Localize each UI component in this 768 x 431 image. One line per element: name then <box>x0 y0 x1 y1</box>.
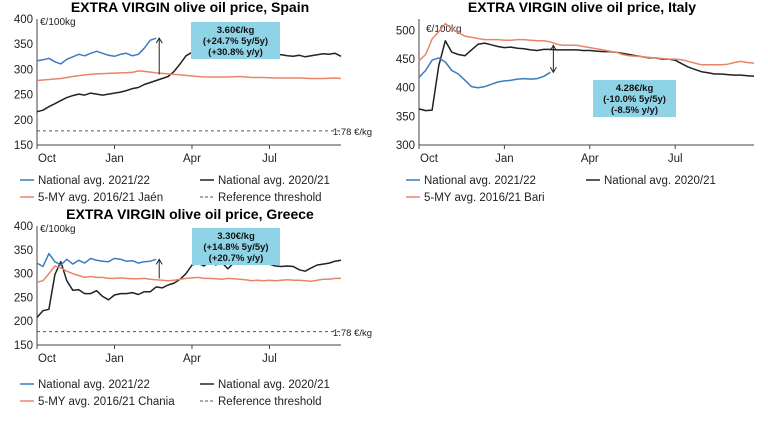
legend-entry: Reference threshold <box>200 396 322 408</box>
annotation-text: (+24.7% 5y/5y) <box>203 36 268 47</box>
y-tick-label: 200 <box>14 115 33 127</box>
chart-title: EXTRA VIRGIN olive oil price, Greece <box>66 206 314 222</box>
annotation-arrowhead <box>549 44 557 51</box>
unit-label: €/100kg <box>40 17 76 28</box>
series-line-1 <box>418 40 755 112</box>
x-tick-label: Jan <box>105 153 124 165</box>
legend-entry: 5-MY avg. 2016/21 Jaén <box>20 192 163 204</box>
legend-entry: National avg. 2020/21 <box>200 379 330 391</box>
y-tick-label: 250 <box>14 90 33 102</box>
x-tick-label: Oct <box>38 153 57 165</box>
annotation-text: (+30.8% y/y) <box>208 47 263 58</box>
legend-entry: National avg. 2020/21 <box>200 175 330 187</box>
x-tick-label: Apr <box>183 353 201 365</box>
legend-entry: Reference threshold <box>200 192 322 204</box>
series-line-2 <box>418 22 755 66</box>
legend-entry: National avg. 2021/22 <box>406 175 536 187</box>
annotation-box <box>593 80 676 117</box>
annotation-arrowhead <box>155 258 163 265</box>
y-tick-label: 350 <box>14 245 33 257</box>
legend-entry: 5-MY avg. 2016/21 Bari <box>406 192 545 204</box>
x-tick-label: Apr <box>183 153 201 165</box>
legend-label: National avg. 2020/21 <box>604 175 716 187</box>
y-tick-label: 400 <box>396 83 415 95</box>
annotation-arrowhead <box>155 37 163 44</box>
series-line-2 <box>36 70 342 82</box>
annotation-text: (-8.5% y/y) <box>611 105 658 116</box>
legend-label: National avg. 2021/22 <box>424 175 536 187</box>
legend-label: National avg. 2020/21 <box>218 379 330 391</box>
legend-label: National avg. 2020/21 <box>218 175 330 187</box>
annotation-text: (+20.7% y/y) <box>209 253 264 264</box>
y-tick-label: 350 <box>14 39 33 51</box>
legend-label: 5-MY avg. 2016/21 Bari <box>424 192 545 204</box>
y-tick-label: 300 <box>14 269 33 281</box>
series-line-2 <box>36 265 341 283</box>
unit-label: €/100kg <box>426 24 462 35</box>
legend-label: 5-MY avg. 2016/21 Jaén <box>38 192 163 204</box>
series-line-0 <box>36 37 157 65</box>
annotation-text: (-10.0% 5y/5y) <box>603 94 666 105</box>
series-line-1 <box>36 258 342 318</box>
legend-label: National avg. 2021/22 <box>38 379 150 391</box>
chart-title: EXTRA VIRGIN olive oil price, Italy <box>468 0 696 15</box>
legend-entry: National avg. 2021/22 <box>20 175 150 187</box>
annotation-box <box>192 228 280 265</box>
x-tick-label: Jul <box>668 153 683 165</box>
annotation-box <box>191 22 280 59</box>
chart-greece: EXTRA VIRGIN olive oil price, Greece €/10… <box>14 206 372 408</box>
y-tick-label: 250 <box>14 292 33 304</box>
y-tick-label: 300 <box>14 64 33 76</box>
y-tick-label: 150 <box>14 340 33 352</box>
y-tick-label: 450 <box>396 54 415 66</box>
chart-italy: EXTRA VIRGIN olive oil price, Italy €/100… <box>396 0 755 204</box>
annotation-text: 3.60€/kg <box>217 25 255 36</box>
y-tick-label: 400 <box>14 14 33 26</box>
annotation-text: 4.28€/kg <box>616 83 654 94</box>
legend-entry: National avg. 2021/22 <box>20 379 150 391</box>
legend-entry: National avg. 2020/21 <box>586 175 716 187</box>
reference-threshold-label: 1.78 €/kg <box>333 328 372 339</box>
x-tick-label: Jul <box>262 153 277 165</box>
y-tick-label: 200 <box>14 316 33 328</box>
y-tick-label: 500 <box>396 25 415 37</box>
series-line-1 <box>36 50 342 113</box>
legend-entry: 5-MY avg. 2016/21 Chania <box>20 396 175 408</box>
series-line-0 <box>36 252 157 268</box>
legend-label: Reference threshold <box>218 396 322 408</box>
reference-threshold-label: 1.78 €/kg <box>333 127 372 138</box>
chart-title: EXTRA VIRGIN olive oil price, Spain <box>71 0 309 15</box>
unit-label: €/100kg <box>40 224 76 235</box>
x-tick-label: Jan <box>495 153 514 165</box>
y-tick-label: 350 <box>396 111 415 123</box>
annotation-text: (+14.8% 5y/5y) <box>203 242 268 253</box>
annotation-arrowhead <box>549 67 557 74</box>
x-tick-label: Apr <box>581 153 599 165</box>
chart-spain: EXTRA VIRGIN olive oil price, Spain €/100… <box>14 0 372 204</box>
series-line-0 <box>418 57 551 89</box>
x-tick-label: Jul <box>262 353 277 365</box>
x-tick-label: Jan <box>105 353 124 365</box>
legend-label: National avg. 2021/22 <box>38 175 150 187</box>
x-tick-label: Oct <box>38 353 57 365</box>
x-tick-label: Oct <box>420 153 439 165</box>
y-tick-label: 300 <box>396 140 415 152</box>
annotation-text: 3.30€/kg <box>217 231 255 242</box>
y-tick-label: 150 <box>14 140 33 152</box>
legend-label: Reference threshold <box>218 192 322 204</box>
y-tick-label: 400 <box>14 221 33 233</box>
legend-label: 5-MY avg. 2016/21 Chania <box>38 396 175 408</box>
